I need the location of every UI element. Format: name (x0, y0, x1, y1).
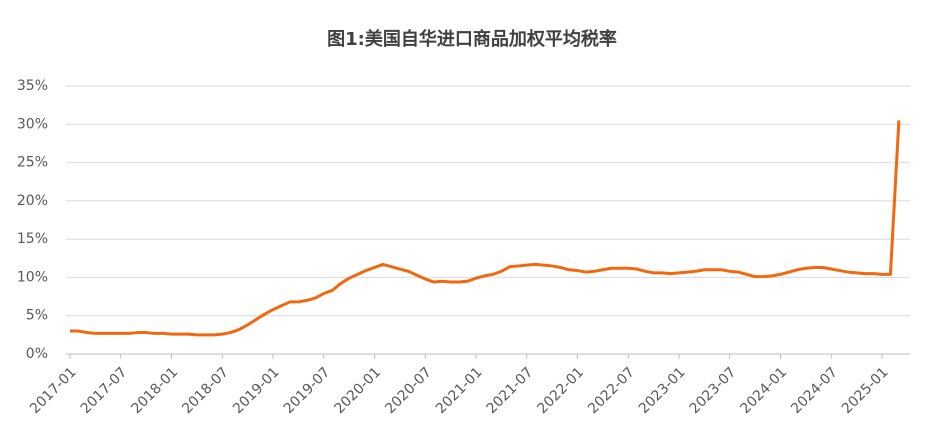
x-tick-label: 2018-07 (179, 364, 232, 417)
x-tick-label: 2023-01 (636, 364, 689, 417)
x-tick-label: 2021-01 (433, 364, 486, 417)
y-tick-label: 0% (26, 346, 48, 362)
x-tick-label: 2020-01 (331, 364, 384, 417)
y-tick-label: 25% (17, 155, 48, 171)
x-tick-label: 2022-01 (534, 364, 587, 417)
y-tick-label: 10% (17, 269, 48, 285)
x-tick-label: 2024-01 (737, 364, 790, 417)
x-tick-label: 2025-01 (839, 364, 892, 417)
x-tick-label: 2017-07 (78, 364, 131, 417)
x-tick-label: 2019-01 (230, 364, 283, 417)
x-tick-label: 2017-01 (27, 364, 80, 417)
y-tick-label: 30% (17, 116, 48, 132)
chart-title: 图1:美国自华进口商品加权平均税率 (327, 28, 617, 50)
data-line (70, 120, 901, 337)
x-tick-label: 2018-01 (128, 364, 181, 417)
y-tick-label: 20% (17, 193, 48, 209)
x-tick-label: 2019-07 (281, 364, 334, 417)
x-tick-label: 2022-07 (585, 364, 638, 417)
x-tick-label: 2020-07 (382, 364, 435, 417)
y-tick-label: 15% (17, 231, 48, 247)
x-tick-label: 2023-07 (687, 364, 740, 417)
x-tick-label: 2024-07 (788, 364, 841, 417)
x-tick-label: 2021-07 (484, 364, 537, 417)
y-tick-label: 5% (26, 308, 48, 324)
y-tick-label: 35% (17, 78, 48, 94)
